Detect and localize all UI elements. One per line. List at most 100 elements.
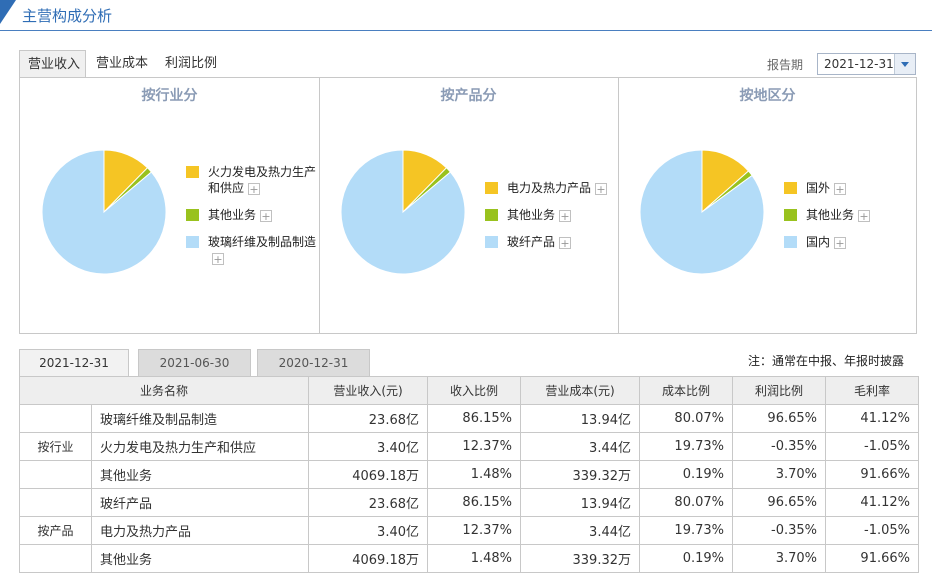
- column-header: 成本比例: [639, 376, 733, 405]
- revenue-ratio-cell: 86.15%: [427, 488, 521, 517]
- report-period-label: 报告期: [767, 58, 804, 72]
- business-name: 其他业务: [100, 469, 153, 484]
- business-name: 电力及热力产品: [100, 525, 192, 540]
- chart-title: 按地区分: [739, 88, 796, 104]
- plus-icon[interactable]: +: [595, 182, 608, 196]
- table-header-row: 业务名称 营业收入(元) 收入比例 营业成本(元) 成本比例 利润比例 毛利率: [19, 376, 919, 405]
- legend-item: 电力及热力产品 +: [485, 180, 618, 196]
- region-legend: 国外 + 其他业务 + 国内 +: [784, 180, 917, 261]
- column-header: 营业成本(元): [520, 376, 640, 405]
- plus-icon[interactable]: +: [559, 236, 572, 250]
- business-name-cell: 其他业务: [19, 460, 309, 489]
- gross-margin-cell: 91.66%: [825, 460, 919, 489]
- revenue-cell: 23.68亿: [308, 488, 428, 517]
- table-row: 其他业务 4069.18万 1.48% 339.32万 0.19% 3.70% 91.66%: [19, 544, 919, 573]
- profit-ratio-cell: -0.35%: [732, 432, 826, 461]
- tab-period-2021-06-30[interactable]: 2021-06-30: [138, 349, 251, 376]
- cost-cell: 3.44亿: [520, 432, 640, 461]
- legend-label: 火力发电及热力生产和供应: [208, 165, 317, 195]
- main-business-table: 业务名称 营业收入(元) 收入比例 营业成本(元) 成本比例 利润比例 毛利率 …: [19, 376, 919, 573]
- plus-icon[interactable]: +: [559, 209, 572, 223]
- chart-divider: [319, 78, 320, 333]
- gross-margin-cell: -1.05%: [825, 432, 919, 461]
- charts-panel: 按行业分 火力发电及热力生产和供应 + 其他业务 + 玻璃纤维及制品制造+ 按产品分…: [19, 77, 917, 334]
- profit-ratio-cell: 96.65%: [732, 404, 826, 433]
- page-title: 主营构成分析: [22, 7, 113, 25]
- table-row: 玻璃纤维及制品制造 23.68亿 86.15% 13.94亿 80.07% 96.65% 4…: [19, 404, 919, 433]
- group-label: 按行业: [21, 433, 92, 460]
- product-legend: 电力及热力产品 + 其他业务 + 玻纤产品 +: [485, 180, 618, 261]
- group-label: [21, 489, 92, 516]
- gross-margin-cell: 41.12%: [825, 488, 919, 517]
- industry-pie-chart: [41, 149, 167, 275]
- chart-by-region: 按地区分 国外 + 其他业务 + 国内 +: [618, 78, 917, 333]
- tab-period-2020-12-31[interactable]: 2020-12-31: [257, 349, 370, 376]
- revenue-ratio-cell: 12.37%: [427, 432, 521, 461]
- legend-swatch: [186, 166, 199, 178]
- profit-ratio-cell: 3.70%: [732, 544, 826, 573]
- revenue-ratio-cell: 1.48%: [427, 544, 521, 573]
- tab-revenue[interactable]: 营业收入: [19, 50, 86, 77]
- profit-ratio-cell: -0.35%: [732, 516, 826, 545]
- legend-label: 其他业务: [208, 208, 257, 222]
- plus-icon[interactable]: +: [834, 236, 847, 250]
- pie-slice: [639, 149, 765, 275]
- header-accent: [0, 0, 16, 24]
- legend-swatch: [485, 236, 498, 248]
- legend-swatch: [784, 236, 797, 248]
- legend-item: 国内 +: [784, 234, 917, 250]
- column-header: 毛利率: [825, 376, 919, 405]
- plus-icon[interactable]: +: [834, 182, 847, 196]
- column-header: 利润比例: [732, 376, 826, 405]
- chart-title: 按产品分: [440, 88, 497, 104]
- chart-by-industry: 按行业分 火力发电及热力生产和供应 + 其他业务 + 玻璃纤维及制品制造+: [20, 78, 319, 333]
- pie-slice: [41, 149, 167, 275]
- tab-period-2021-12-31[interactable]: 2021-12-31: [19, 349, 129, 376]
- plus-icon[interactable]: +: [212, 252, 224, 266]
- business-name: 火力发电及热力生产和供应: [100, 441, 257, 456]
- legend-label: 玻纤产品: [507, 235, 556, 249]
- tab-cost[interactable]: 营业成本: [96, 56, 149, 71]
- plus-icon[interactable]: +: [858, 209, 871, 223]
- gross-margin-cell: -1.05%: [825, 516, 919, 545]
- gross-margin-cell: 91.66%: [825, 544, 919, 573]
- group-label: [21, 461, 92, 488]
- business-name: 其他业务: [100, 553, 153, 568]
- cost-ratio-cell: 0.19%: [639, 544, 733, 573]
- pie-slice: [340, 149, 466, 275]
- column-header: 收入比例: [427, 376, 521, 405]
- chart-divider: [618, 78, 619, 333]
- region-pie-chart: [639, 149, 765, 275]
- table-row: 玻纤产品 23.68亿 86.15% 13.94亿 80.07% 96.65% 41.12%: [19, 488, 919, 517]
- legend-label: 玻璃纤维及制品制造: [208, 235, 317, 249]
- tab-profit-ratio[interactable]: 利润比例: [165, 56, 218, 71]
- group-label: [21, 545, 92, 572]
- table-row: 其他业务 4069.18万 1.48% 339.32万 0.19% 3.70% 91.66%: [19, 460, 919, 489]
- pie-slice: [701, 149, 750, 214]
- revenue-cell: 4069.18万: [308, 544, 428, 573]
- business-name-cell: 玻纤产品: [19, 488, 309, 517]
- legend-label: 国内: [806, 235, 831, 249]
- profit-ratio-cell: 96.65%: [732, 488, 826, 517]
- legend-swatch: [186, 236, 199, 248]
- legend-item: 玻纤产品 +: [485, 234, 618, 250]
- product-pie-chart: [340, 149, 466, 275]
- group-label: 按产品: [21, 517, 92, 544]
- business-name-cell: 玻璃纤维及制品制造: [19, 404, 309, 433]
- cost-cell: 3.44亿: [520, 516, 640, 545]
- section-header: 主营构成分析: [0, 0, 932, 31]
- legend-item: 其他业务 +: [485, 207, 618, 223]
- plus-icon[interactable]: +: [260, 209, 273, 223]
- gross-margin-cell: 41.12%: [825, 404, 919, 433]
- chart-title: 按行业分: [141, 88, 198, 104]
- chevron-down-icon[interactable]: [894, 54, 915, 74]
- revenue-cell: 23.68亿: [308, 404, 428, 433]
- report-period-select[interactable]: 2021-12-31: [817, 53, 916, 75]
- report-period-value: 2021-12-31: [824, 57, 894, 71]
- business-name: 玻璃纤维及制品制造: [100, 413, 218, 428]
- legend-swatch: [784, 209, 797, 221]
- revenue-cell: 3.40亿: [308, 516, 428, 545]
- plus-icon[interactable]: +: [248, 182, 261, 196]
- legend-label: 其他业务: [507, 208, 556, 222]
- revenue-ratio-cell: 12.37%: [427, 516, 521, 545]
